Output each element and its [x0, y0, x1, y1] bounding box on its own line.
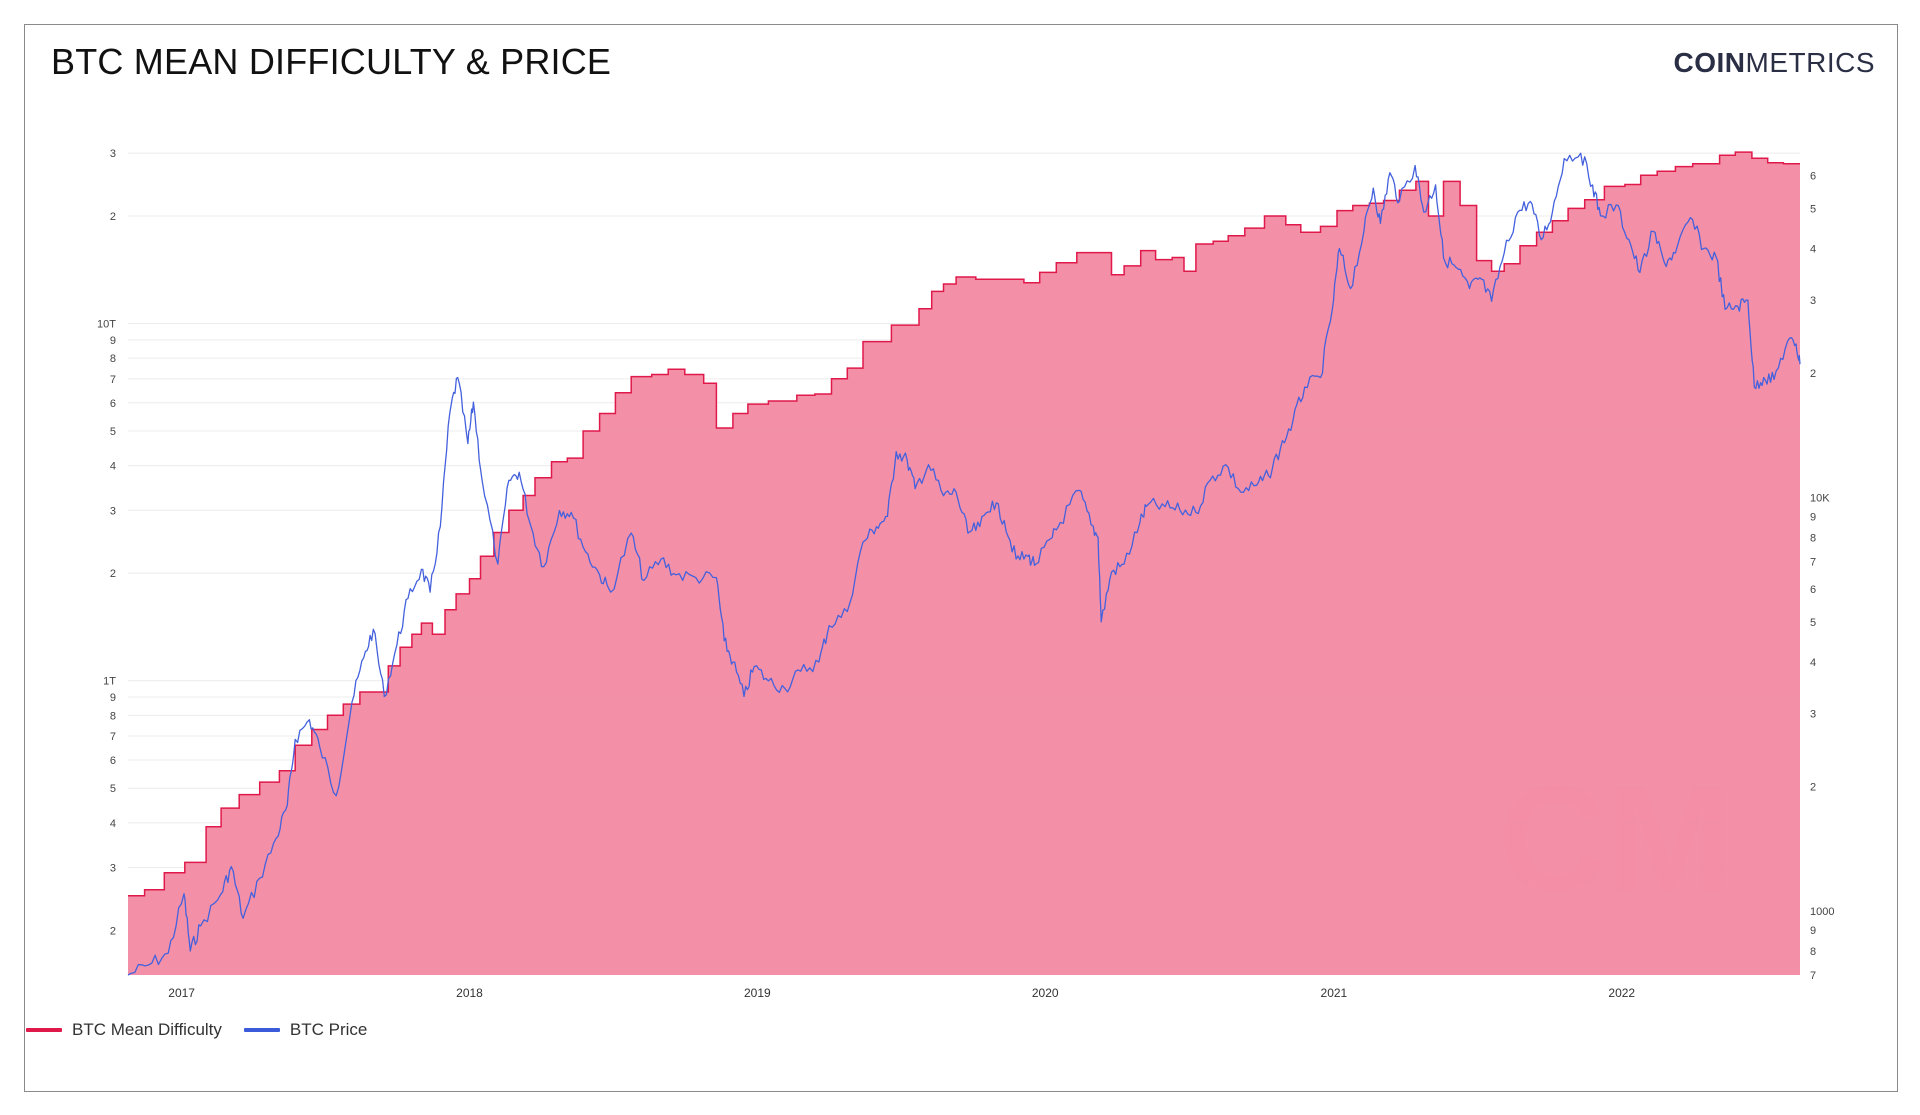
x-tick-label-2017: 2017: [168, 986, 195, 1000]
coinmetrics-logo: COINMETRICS: [1674, 47, 1876, 79]
difficulty-area: [128, 152, 1800, 976]
left-tick-label-16: 9: [110, 335, 116, 347]
legend-swatch-difficulty: [26, 1028, 62, 1032]
right-tick-label-4: 2: [1810, 781, 1816, 793]
price-line: [127, 152, 1801, 976]
right-tick-label-8: 6: [1810, 584, 1816, 596]
right-tick-label-6: 4: [1810, 657, 1816, 669]
left-tick-label-5: 7: [110, 731, 116, 743]
right-tick-label-11: 9: [1810, 511, 1816, 523]
legend-swatch-price: [243, 1028, 280, 1032]
left-tick-label-11: 4: [110, 461, 116, 473]
left-tick-label-13: 6: [110, 398, 116, 410]
legend-label-difficulty: BTC Mean Difficulty: [72, 1020, 222, 1039]
left-tick-label-7: 9: [110, 692, 116, 704]
chart-legend: BTC Mean Difficulty BTC Price: [26, 1020, 367, 1040]
right-tick-label-0: 7: [1810, 970, 1816, 982]
left-tick-label-1: 3: [110, 862, 116, 874]
right-tick-label-17: 6: [1810, 171, 1816, 183]
left-tick-label-2: 4: [110, 818, 116, 830]
x-tick-label-2022: 2022: [1608, 986, 1635, 1000]
brand-bold: COIN: [1673, 47, 1746, 78]
left-tick-label-10: 3: [110, 505, 116, 517]
x-tick-label-2019: 2019: [744, 986, 771, 1000]
left-tick-label-0: 2: [110, 925, 116, 937]
left-tick-label-12: 5: [110, 426, 116, 438]
right-tick-label-10: 8: [1810, 533, 1816, 545]
left-tick-label-3: 5: [110, 783, 116, 795]
left-tick-label-9: 2: [110, 568, 116, 580]
left-tick-label-18: 2: [110, 211, 116, 223]
legend-label-price: BTC Price: [289, 1020, 368, 1039]
right-tick-label-2: 9: [1810, 925, 1816, 937]
right-tick-label-5: 3: [1810, 709, 1816, 721]
legend-item-price[interactable]: BTC Price: [243, 1020, 368, 1040]
difficulty-line: [128, 151, 1800, 897]
right-tick-label-13: 2: [1810, 368, 1816, 380]
left-tick-label-8: 1T: [103, 676, 116, 688]
right-tick-label-9: 7: [1810, 557, 1816, 569]
left-tick-label-17: 10T: [97, 319, 116, 331]
right-tick-label-1: 8: [1810, 946, 1816, 958]
chart-title: BTC MEAN DIFFICULTY & PRICE: [51, 41, 612, 82]
right-tick-label-12: 10K: [1810, 492, 1830, 504]
right-tick-label-3: 1000: [1810, 906, 1834, 918]
x-tick-label-2020: 2020: [1032, 986, 1059, 1000]
left-tick-label-19: 3: [110, 148, 116, 160]
legend-item-difficulty[interactable]: BTC Mean Difficulty: [26, 1020, 222, 1040]
x-tick-label-2021: 2021: [1321, 986, 1348, 1000]
left-tick-label-15: 8: [110, 353, 116, 365]
right-tick-label-14: 3: [1810, 295, 1816, 307]
right-tick-label-7: 5: [1810, 617, 1816, 629]
right-tick-label-16: 5: [1810, 203, 1816, 215]
left-tick-label-4: 6: [110, 755, 116, 767]
brand-light: METRICS: [1745, 47, 1875, 78]
right-tick-label-15: 4: [1810, 243, 1816, 255]
left-tick-label-14: 7: [110, 374, 116, 386]
x-tick-label-2018: 2018: [456, 986, 483, 1000]
left-tick-label-6: 8: [110, 710, 116, 722]
